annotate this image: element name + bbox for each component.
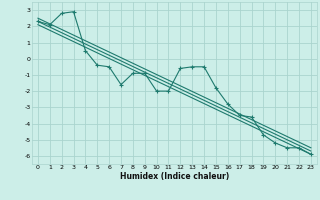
X-axis label: Humidex (Indice chaleur): Humidex (Indice chaleur) [120,172,229,181]
